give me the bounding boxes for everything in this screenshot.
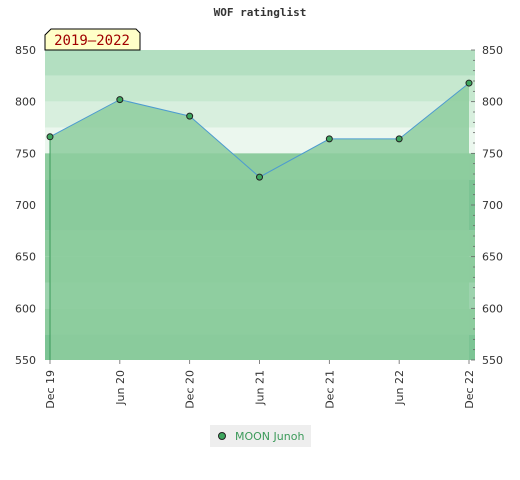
period-badge: 2019–2022 [44,28,141,51]
period-badge-shape [44,28,141,51]
rating-markers [46,79,473,181]
x-tick-label: Dec 21 [323,370,336,409]
period-label: 2019–2022 [54,33,130,49]
legend-label: MOON Junoh [235,429,305,443]
x-tick-label: Jun 20 [114,370,127,406]
x-tick-label: Jun 21 [254,370,267,406]
y-tick-label-right: 750 [482,147,503,160]
data-point [256,173,263,181]
y-tick-label-left: 600 [15,302,36,315]
data-point [46,133,54,141]
x-axis: Dec 19 Jun 20 Dec 20 Jun 21 Dec 21 Jun 22 Dec … [44,360,476,409]
left-y-axis: 550 600 650 700 750 800 850 [15,44,36,367]
y-tick-label-left: 550 [15,354,36,367]
right-y-axis: 550 600 650 700 750 800 850 [471,44,503,367]
rating-area [50,83,469,360]
y-tick-label-right: 700 [482,199,503,212]
x-tick-label: Dec 19 [44,370,57,409]
data-point [116,96,124,104]
y-tick-label-left: 750 [15,147,36,160]
x-tick-label: Dec 20 [184,370,197,409]
legend-marker [218,432,226,440]
y-tick-label-right: 800 [482,96,503,109]
data-point [465,79,473,87]
x-tick-label: Dec 22 [463,370,476,409]
data-point [325,135,333,143]
legend: MOON Junoh [210,425,311,447]
x-tick-label: Jun 22 [393,370,406,406]
data-point [186,112,194,120]
data-point [395,135,403,143]
y-tick-label-right: 850 [482,44,503,57]
y-tick-label-right: 600 [482,302,503,315]
chart-title: WOF ratinglist [214,6,307,19]
y-tick-label-right: 650 [482,251,503,264]
y-tick-label-left: 850 [15,44,36,57]
y-tick-label-left: 650 [15,251,36,264]
background-band [45,75,475,102]
y-tick-label-right: 550 [482,354,503,367]
background-band [45,50,475,76]
y-tick-label-left: 800 [15,96,36,109]
y-tick-label-left: 700 [15,199,36,212]
